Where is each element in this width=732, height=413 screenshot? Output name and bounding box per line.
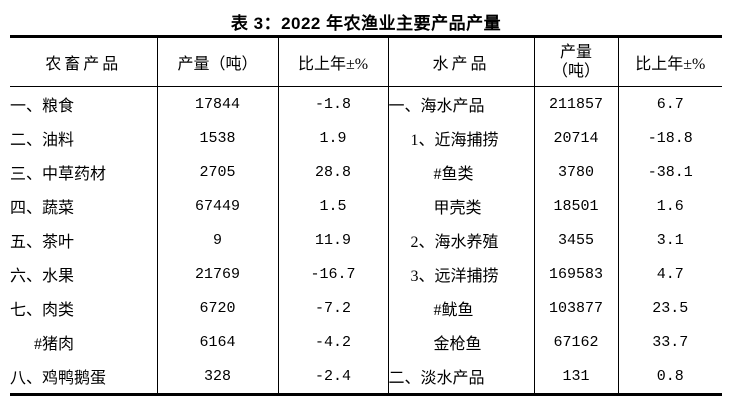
right-change-value: 0.8	[617, 359, 722, 395]
right-product-name: 一、海水产品	[387, 86, 534, 121]
left-product-name: #猪肉	[34, 336, 75, 353]
right-product-name: 二、淡水产品	[387, 359, 534, 395]
table-row: 三、中草药材 2705 28.8 #鱼类 3780 -38.1	[10, 155, 722, 189]
left-product-name: 八、鸡鸭鹅蛋	[10, 370, 107, 387]
left-change-value: -7.2	[277, 291, 388, 325]
right-change-value: 4.7	[617, 257, 722, 291]
right-output-value: 20714	[533, 121, 618, 155]
table-row: #猪肉 6164 -4.2 金枪鱼 67162 33.7	[10, 325, 722, 359]
left-product-name: 四、蔬菜	[10, 200, 75, 217]
header-right-product: 水产品	[387, 36, 534, 87]
right-output-value: 3780	[533, 155, 618, 189]
right-change-value: 6.7	[617, 86, 722, 121]
header-right-output-line1: 产量	[559, 44, 592, 61]
right-change-value: 1.6	[617, 189, 722, 223]
table-row: 八、鸡鸭鹅蛋 328 -2.4 二、淡水产品 131 0.8	[10, 359, 722, 395]
left-product-name: 五、茶叶	[10, 234, 75, 251]
right-product-name: 金枪鱼	[387, 325, 534, 359]
left-change-value: -16.7	[277, 257, 388, 291]
left-output-value: 17844	[156, 86, 278, 121]
right-output-value: 169583	[533, 257, 618, 291]
table-title: 表 3：2022 年农渔业主要产品产量	[230, 14, 502, 33]
left-change-value: -1.8	[277, 86, 388, 121]
left-change-value: -4.2	[277, 325, 388, 359]
table-body: 一、粮食 17844 -1.8 一、海水产品 211857 6.7 二、油料 1…	[10, 86, 722, 395]
left-output-value: 21769	[156, 257, 278, 291]
left-output-value: 6164	[156, 325, 278, 359]
right-change-value: 23.5	[617, 291, 722, 325]
left-product-name: 六、水果	[10, 268, 75, 285]
left-product-name: 一、粮食	[10, 98, 75, 115]
left-change-value: 11.9	[277, 223, 388, 257]
left-output-value: 9	[156, 223, 278, 257]
right-product-name: 1、近海捕捞	[387, 121, 534, 155]
table-row: 四、蔬菜 67449 1.5 甲壳类 18501 1.6	[10, 189, 722, 223]
table-header: 农畜产品 产量（吨） 比上年±% 水产品 产量 （吨） 比上年±%	[10, 36, 722, 87]
table-row: 七、肉类 6720 -7.2 #鱿鱼 103877 23.5	[10, 291, 722, 325]
left-product-name: 二、油料	[10, 132, 75, 149]
left-output-value: 328	[156, 359, 278, 395]
left-change-value: 1.9	[277, 121, 388, 155]
left-change-value: 28.8	[277, 155, 388, 189]
table-row: 五、茶叶 9 11.9 2、海水养殖 3455 3.1	[10, 223, 722, 257]
left-output-value: 67449	[156, 189, 278, 223]
right-product-name: 3、远洋捕捞	[387, 257, 534, 291]
right-product-name: 2、海水养殖	[387, 223, 534, 257]
right-output-value: 131	[533, 359, 618, 395]
header-right-output: 产量 （吨）	[533, 36, 618, 87]
right-product-name: 甲壳类	[387, 189, 534, 223]
right-product-name: #鱿鱼	[387, 291, 534, 325]
right-change-value: -38.1	[617, 155, 722, 189]
left-change-value: -2.4	[277, 359, 388, 395]
production-table: 农畜产品 产量（吨） 比上年±% 水产品 产量 （吨） 比上年±% 一、粮食 1…	[10, 35, 722, 396]
right-output-value: 67162	[533, 325, 618, 359]
header-left-change: 比上年±%	[277, 36, 388, 87]
left-output-value: 1538	[156, 121, 278, 155]
right-product-name: #鱼类	[387, 155, 534, 189]
header-left-output: 产量（吨）	[156, 36, 278, 87]
header-row: 农畜产品 产量（吨） 比上年±% 水产品 产量 （吨） 比上年±%	[10, 36, 722, 87]
right-output-value: 103877	[533, 291, 618, 325]
left-change-value: 1.5	[277, 189, 388, 223]
left-product-name: 七、肉类	[10, 302, 75, 319]
right-change-value: -18.8	[617, 121, 722, 155]
header-left-product: 农畜产品	[10, 36, 157, 87]
table-row: 二、油料 1538 1.9 1、近海捕捞 20714 -18.8	[10, 121, 722, 155]
right-output-value: 211857	[533, 86, 618, 121]
right-change-value: 3.1	[617, 223, 722, 257]
left-product-name: 三、中草药材	[10, 166, 107, 183]
table-row: 六、水果 21769 -16.7 3、远洋捕捞 169583 4.7	[10, 257, 722, 291]
header-right-output-line2: （吨）	[551, 63, 600, 80]
left-output-value: 2705	[156, 155, 278, 189]
table-row: 一、粮食 17844 -1.8 一、海水产品 211857 6.7	[10, 86, 722, 121]
right-change-value: 33.7	[617, 325, 722, 359]
right-output-value: 3455	[533, 223, 618, 257]
left-output-value: 6720	[156, 291, 278, 325]
header-right-change: 比上年±%	[617, 36, 722, 87]
right-output-value: 18501	[533, 189, 618, 223]
